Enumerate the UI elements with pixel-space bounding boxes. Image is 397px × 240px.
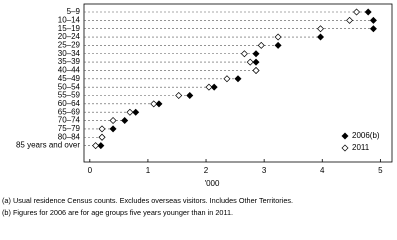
- dot: [257, 41, 265, 49]
- dot: [346, 16, 354, 24]
- category-label: 35–39: [58, 57, 81, 66]
- category-label: 45–49: [58, 74, 81, 83]
- plot-frame: [83, 3, 393, 163]
- dot: [223, 75, 231, 83]
- dot: [252, 66, 260, 74]
- dot: [132, 108, 140, 116]
- dot: [98, 125, 106, 133]
- category-label: 65–69: [58, 107, 81, 116]
- category-label: 40–44: [58, 66, 81, 75]
- dot: [252, 50, 260, 58]
- x-tick-label: 1: [146, 166, 151, 175]
- dot: [126, 108, 134, 116]
- category-label: 70–74: [58, 116, 81, 125]
- dot: [274, 33, 282, 41]
- dot: [92, 142, 100, 150]
- legend-marker: [341, 132, 349, 140]
- x-axis-label: '000: [205, 179, 220, 188]
- dot: [210, 83, 218, 91]
- legend-marker: [341, 144, 349, 152]
- dot: [109, 117, 117, 125]
- dot: [155, 100, 163, 108]
- category-label: 5–9: [67, 7, 81, 16]
- dot: [109, 125, 117, 133]
- category-label: 10–14: [58, 15, 81, 24]
- dot: [175, 92, 183, 99]
- dot: [369, 25, 377, 33]
- dot: [98, 133, 106, 141]
- dot: [234, 75, 242, 83]
- dot: [246, 58, 254, 66]
- category-label: 50–54: [58, 82, 81, 91]
- x-tick-label: 4: [320, 166, 325, 175]
- category-label: 20–24: [58, 32, 81, 41]
- dot: [205, 83, 213, 91]
- chart: '000 (a) Usual residence Census counts. …: [2, 3, 393, 217]
- dot: [353, 8, 361, 16]
- legend-label: 2011: [352, 143, 370, 152]
- dot: [364, 8, 372, 16]
- dot: [97, 142, 105, 150]
- dot: [274, 41, 282, 49]
- dot: [150, 100, 158, 108]
- category-label: 75–79: [58, 124, 81, 133]
- category-label: 85 years and over: [16, 141, 80, 150]
- category-label: 25–29: [58, 41, 81, 50]
- category-label: 30–34: [58, 49, 81, 58]
- footnote: (a) Usual residence Census counts. Exclu…: [2, 196, 293, 205]
- dot: [317, 25, 325, 33]
- category-label: 80–84: [58, 132, 81, 141]
- category-label: 60–64: [58, 99, 81, 108]
- dot: [369, 16, 377, 24]
- dot: [317, 33, 325, 41]
- x-tick-label: 3: [262, 166, 267, 175]
- footnote: (b) Figures for 2006 are for age groups …: [2, 208, 233, 217]
- x-tick-label: 0: [88, 166, 93, 175]
- x-tick-label: 5: [378, 166, 383, 175]
- dot: [252, 58, 260, 66]
- category-label: 15–19: [58, 24, 81, 33]
- x-tick-label: 2: [204, 166, 209, 175]
- dot: [240, 50, 248, 58]
- category-label: 55–59: [58, 91, 81, 100]
- dot: [186, 92, 194, 99]
- dot: [121, 117, 129, 125]
- legend-label: 2006(b): [352, 131, 380, 140]
